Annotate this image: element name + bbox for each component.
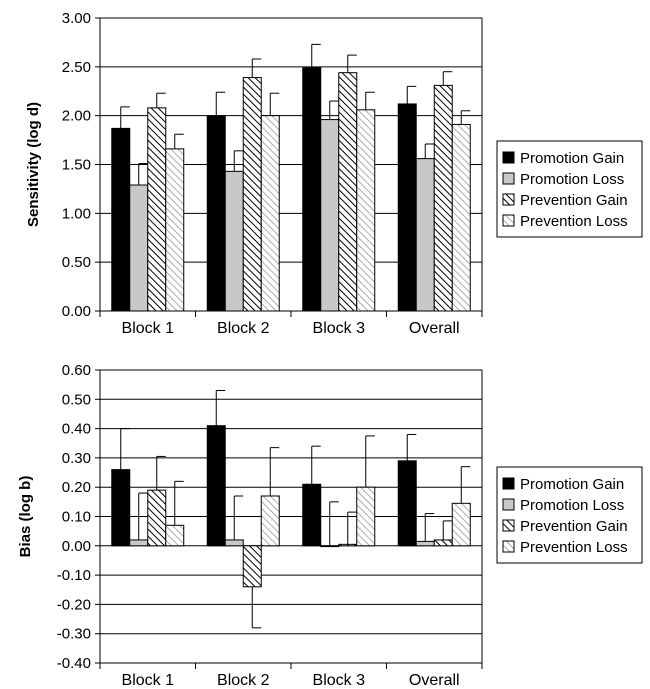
bar [451,123,471,312]
y-tick-label: 2.50 [62,59,91,76]
bar [397,103,417,312]
bar [147,107,167,312]
legend-swatch [502,214,515,227]
bar [356,486,376,547]
legend-label: Prevention Gain [520,192,628,209]
legend-swatch [502,172,515,185]
legend-swatch [502,519,515,532]
bar [165,148,185,312]
category-label: Block 3 [313,672,366,689]
y-tick-label: 0.00 [62,303,91,320]
y-tick-label: 0.40 [62,421,91,438]
bar [320,545,340,548]
bar [224,170,244,312]
bar [206,115,226,312]
y-tick-label: 0.30 [62,450,91,467]
y-axis-label: Sensitivity (log d) [25,102,42,227]
legend-label: Promotion Gain [520,150,624,167]
bar [356,109,376,312]
bar [415,158,435,312]
y-tick-label: 1.00 [62,205,91,222]
bar [129,184,149,312]
y-tick-label: 2.00 [62,108,91,125]
y-tick-label: 0.50 [62,391,91,408]
y-tick-label: 0.00 [62,538,91,555]
legend-label: Prevention Loss [520,213,628,230]
y-tick-label: 0.60 [62,362,91,379]
bar [433,539,453,547]
legend-box [496,140,643,238]
bar [111,127,131,312]
y-tick-label: -0.30 [57,626,91,643]
legend-swatch [502,540,515,553]
legend-label: Promotion Gain [520,476,624,493]
category-label: Block 2 [217,320,270,337]
bar [206,425,226,547]
legend-swatch [502,477,515,490]
bar [302,67,322,312]
legend-swatch [502,193,515,206]
bias-chart: -0.40 -0.30 -0.20 -0.10 0.00 0.10 0.20 0.30 0.40… [17,362,643,689]
bar [415,540,435,547]
category-label: Block 3 [313,320,366,337]
legend-label: Prevention Gain [520,518,628,535]
y-axis-label: Bias (log b) [17,476,34,558]
bar [111,469,131,547]
legend-label: Promotion Loss [520,171,624,188]
y-tick-label: -0.40 [57,655,91,672]
category-label: Overall [409,320,460,337]
bar [451,502,471,547]
bar [397,460,417,547]
bar [433,84,453,312]
y-tick-label: 3.00 [62,10,91,27]
legend-swatch [502,151,515,164]
legend: Promotion Gain Promotion Loss Prevention G… [496,140,643,238]
y-tick-label: 0.10 [62,509,91,526]
y-tick-label: -0.10 [57,567,91,584]
legend-label: Prevention Loss [520,539,628,556]
bar [242,77,262,312]
legend-label: Promotion Loss [520,497,624,514]
y-tick-label: 0.20 [62,479,91,496]
legend-swatch [502,498,515,511]
bar [224,539,244,547]
bar [302,483,322,547]
bar [242,545,262,588]
legend: Promotion Gain Promotion Loss Prevention G… [496,466,643,564]
y-tick-label: 0.50 [62,254,91,271]
bar [260,115,280,312]
bar [338,72,358,312]
bar [129,539,149,547]
legend-box [496,466,643,564]
y-tick-label: -0.20 [57,596,91,613]
category-label: Block 1 [122,320,175,337]
sensitivity-chart: 0.00 0.50 1.00 1.50 2.00 2.50 3.00 Block 1 Block… [25,10,643,337]
bar [338,543,358,547]
category-label: Overall [409,672,460,689]
bar [260,495,280,547]
bar [165,524,185,547]
category-label: Block 1 [122,672,175,689]
y-tick-label: 1.50 [62,157,91,174]
bar [147,489,167,547]
bar [320,119,340,312]
category-label: Block 2 [217,672,270,689]
